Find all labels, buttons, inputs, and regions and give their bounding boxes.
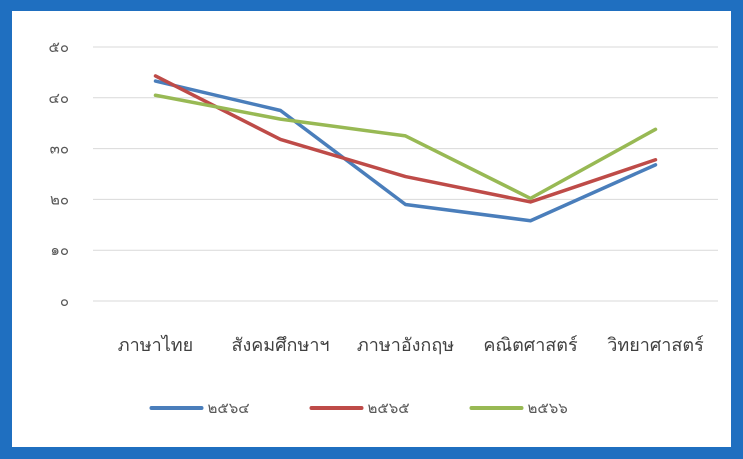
legend-label: ๒๕๖๔	[208, 399, 250, 417]
x-category-label: ภาษาไทย	[118, 334, 193, 356]
y-tick-label: ๐	[60, 292, 69, 310]
y-tick-label: ๔๐	[48, 89, 69, 107]
y-tick-label: ๑๐	[50, 241, 69, 259]
x-category-label: สังคมศึกษาฯ	[231, 335, 329, 356]
x-category-label: วิทยาศาสตร์	[607, 335, 704, 356]
y-tick-label: ๒๐	[50, 190, 69, 208]
series-line-2	[153, 74, 658, 204]
line-chart: ๐ ๑๐ ๒๐ ๓๐ ๔๐ ๕๐ ภาษาไทย สังคมศึกษาฯ ภาษาอังกฤษ…	[48, 38, 718, 417]
legend-label: ๒๕๖๕	[368, 399, 410, 417]
y-tick-label: ๕๐	[48, 38, 69, 56]
series-line-3	[153, 93, 658, 201]
x-category-label: ภาษาอังกฤษ	[357, 335, 454, 356]
legend-label: ๒๕๖๖	[528, 399, 568, 417]
x-category-label: คณิตศาสตร์	[483, 335, 578, 356]
y-tick-label: ๓๐	[50, 140, 69, 158]
chart-panel: ๐ ๑๐ ๒๐ ๓๐ ๔๐ ๕๐ ภาษาไทย สังคมศึกษาฯ ภาษาอังกฤษ…	[12, 11, 731, 447]
